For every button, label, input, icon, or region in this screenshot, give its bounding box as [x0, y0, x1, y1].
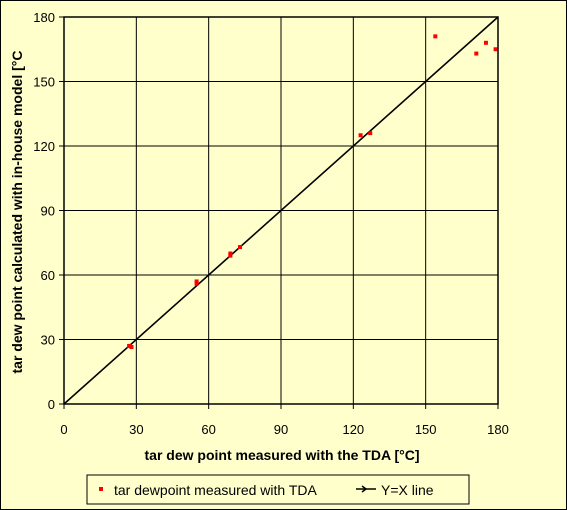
x-tick-label: 150	[415, 422, 437, 437]
legend: tar dewpoint measured with TDA Y=X line	[86, 474, 470, 505]
y-tick-label: 60	[41, 268, 55, 283]
legend-marker-scatter	[99, 487, 103, 491]
x-tick-label: 180	[487, 422, 509, 437]
data-point	[194, 279, 199, 284]
x-tick-label: 30	[129, 422, 143, 437]
y-tick-label: 0	[48, 397, 55, 412]
data-point	[194, 281, 199, 286]
legend-label-scatter: tar dewpoint measured with TDA	[114, 482, 317, 498]
y-tick-label: 30	[41, 333, 55, 348]
y-tick-label: 150	[33, 75, 55, 90]
legend-label-yx: Y=X line	[381, 482, 434, 498]
y-tick-label: 120	[33, 139, 55, 154]
data-point	[368, 131, 373, 136]
x-axis-title: tar dew point measured with the TDA [°C]	[145, 447, 420, 463]
data-point	[493, 47, 498, 52]
y-equals-x-line	[63, 16, 499, 405]
legend-marker-yx	[361, 485, 368, 493]
y-tick-labels: 0 30 60 90 120 150 180	[33, 10, 55, 412]
x-tick-label: 90	[274, 422, 288, 437]
data-point	[433, 34, 438, 39]
data-point	[228, 253, 233, 258]
data-point	[228, 251, 233, 256]
x-tick-label: 0	[60, 422, 67, 437]
x-tick-label: 60	[201, 422, 215, 437]
series-tar-dewpoint	[127, 34, 498, 350]
data-point	[127, 343, 132, 348]
y-axis-title: tar dew point calculated with in-house m…	[9, 51, 25, 374]
x-tick-label: 120	[342, 422, 364, 437]
data-point	[483, 40, 488, 45]
data-point	[474, 51, 479, 56]
x-tick-labels: 0 30 60 90 120 150 180	[60, 422, 508, 437]
legend-box	[86, 474, 470, 505]
data-point	[129, 345, 134, 350]
data-point	[358, 133, 363, 138]
y-tick-label: 180	[33, 10, 55, 25]
series-y-equals-x	[63, 16, 499, 405]
y-tick-label: 90	[41, 204, 55, 219]
data-point	[238, 245, 243, 250]
